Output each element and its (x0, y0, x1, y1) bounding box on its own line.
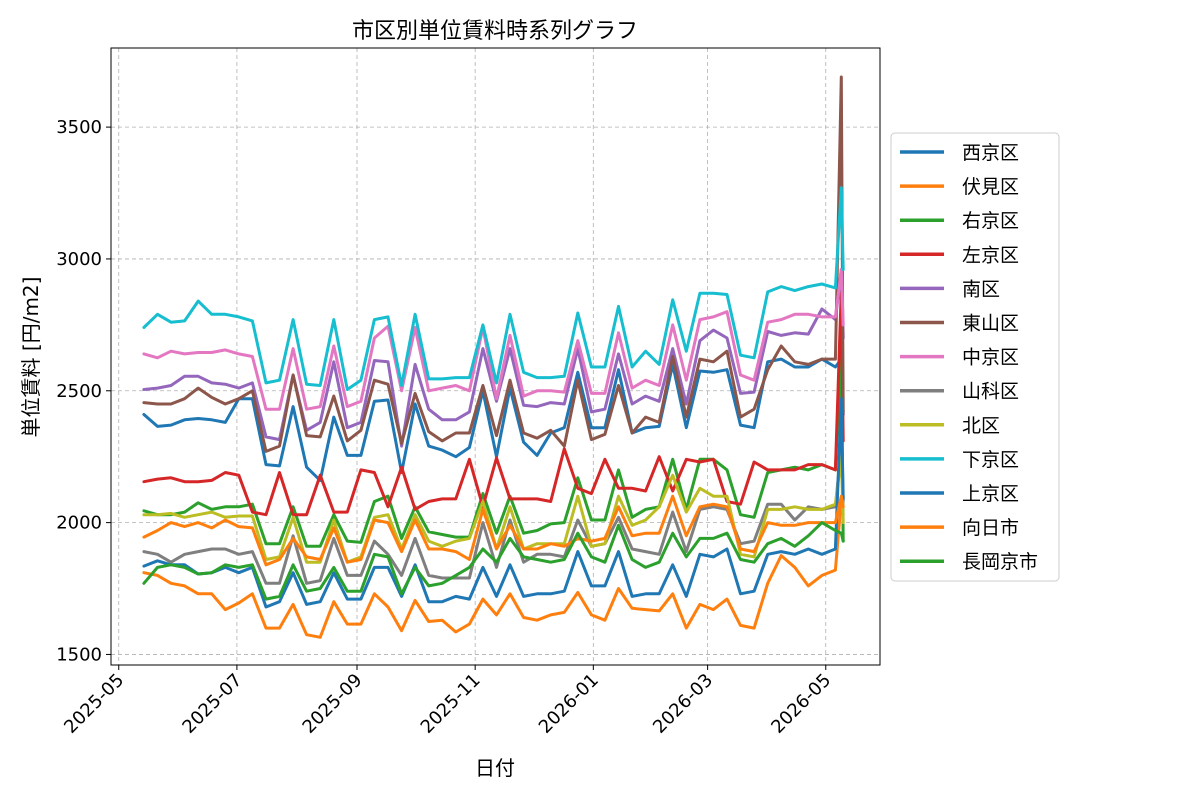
legend-label: 山科区 (962, 381, 1019, 403)
legend-label: 東山区 (962, 313, 1019, 335)
legend-label: 長岡京市 (962, 551, 1038, 573)
x-tick-label: 2025-07 (178, 670, 246, 738)
x-tick-label: 2025-11 (417, 670, 485, 738)
legend-label: 左京区 (962, 244, 1019, 266)
x-tick-label: 2025-09 (299, 670, 367, 738)
y-tick-label: 3000 (56, 249, 102, 270)
y-axis-label: 単位賃料 [円/m2] (19, 277, 43, 438)
legend-label: 西京区 (962, 142, 1019, 164)
legend-label: 南区 (962, 278, 1000, 300)
y-tick-label: 2500 (56, 381, 102, 402)
legend-label: 向日市 (962, 517, 1019, 539)
x-tick-label: 2026-03 (649, 670, 717, 738)
series-line-11 (142, 397, 845, 609)
x-axis-label: 日付 (475, 756, 515, 780)
legend-label: 中京区 (962, 347, 1019, 369)
legend-label: 伏見区 (962, 176, 1019, 198)
series-lines (142, 75, 845, 639)
chart-title: 市区別単位賃料時系列グラフ (352, 19, 638, 44)
x-tick-label: 2026-01 (535, 670, 603, 738)
x-axis-ticks: 2025-05 2025-07 2025-09 2025-11 2026-01 2026-… (60, 665, 835, 738)
legend-label: 右京区 (962, 210, 1019, 232)
series-line-2 (142, 497, 845, 639)
y-axis-ticks: 1500 2000 2500 3000 3500 (56, 117, 111, 665)
series-line-8 (142, 444, 845, 585)
plot-frame (110, 47, 881, 666)
series-line-10 (142, 186, 845, 391)
series-line-6 (142, 75, 845, 453)
series-line-4 (142, 289, 845, 517)
series-line-7 (142, 268, 845, 411)
x-tick-label: 2025-05 (60, 670, 128, 738)
y-tick-label: 1500 (56, 644, 102, 665)
y-tick-label: 2000 (56, 513, 102, 534)
legend-label: 上京区 (962, 483, 1019, 505)
x-tick-label: 2026-05 (767, 670, 835, 738)
series-line-9 (142, 455, 845, 564)
y-tick-label: 3500 (56, 117, 102, 138)
series-line-3 (142, 341, 845, 548)
legend-box (890, 132, 1060, 582)
grid (111, 48, 880, 665)
series-line-1 (142, 357, 845, 482)
series-line-13 (142, 521, 845, 601)
series-line-12 (142, 494, 845, 567)
legend-label: 下京区 (962, 449, 1019, 471)
legend-label: 北区 (962, 415, 1000, 437)
series-line-5 (142, 268, 845, 448)
